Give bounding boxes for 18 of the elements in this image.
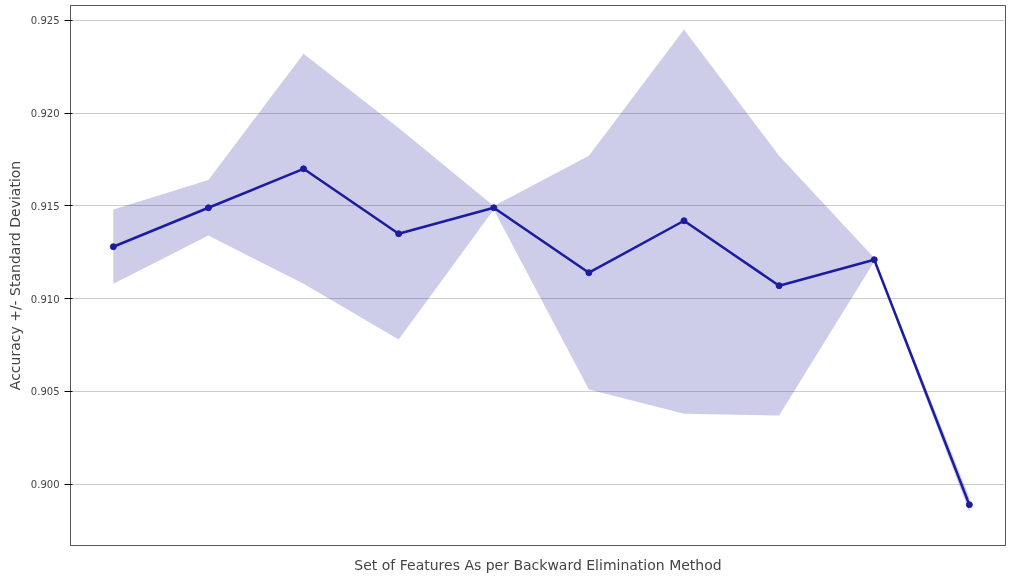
point xyxy=(870,256,878,264)
point xyxy=(490,204,498,212)
y-tick-label: 0.925 xyxy=(30,15,60,27)
point xyxy=(585,269,593,277)
y-tick-label: 0.915 xyxy=(30,200,60,212)
point xyxy=(109,243,117,251)
y-axis-title: Accuracy +/- Standard Deviation xyxy=(6,160,23,391)
y-tick-label: 0.900 xyxy=(30,479,60,491)
y-tick-label: 0.910 xyxy=(30,293,60,305)
point xyxy=(395,230,403,238)
point xyxy=(775,282,783,290)
point xyxy=(680,217,688,225)
x-axis-title: Set of Features As per Backward Elimination Method xyxy=(354,556,722,573)
y-tick-label: 0.920 xyxy=(30,108,60,120)
y-tick-label: 0.905 xyxy=(30,386,60,398)
point xyxy=(300,165,308,173)
point xyxy=(965,501,973,509)
point xyxy=(204,204,212,212)
